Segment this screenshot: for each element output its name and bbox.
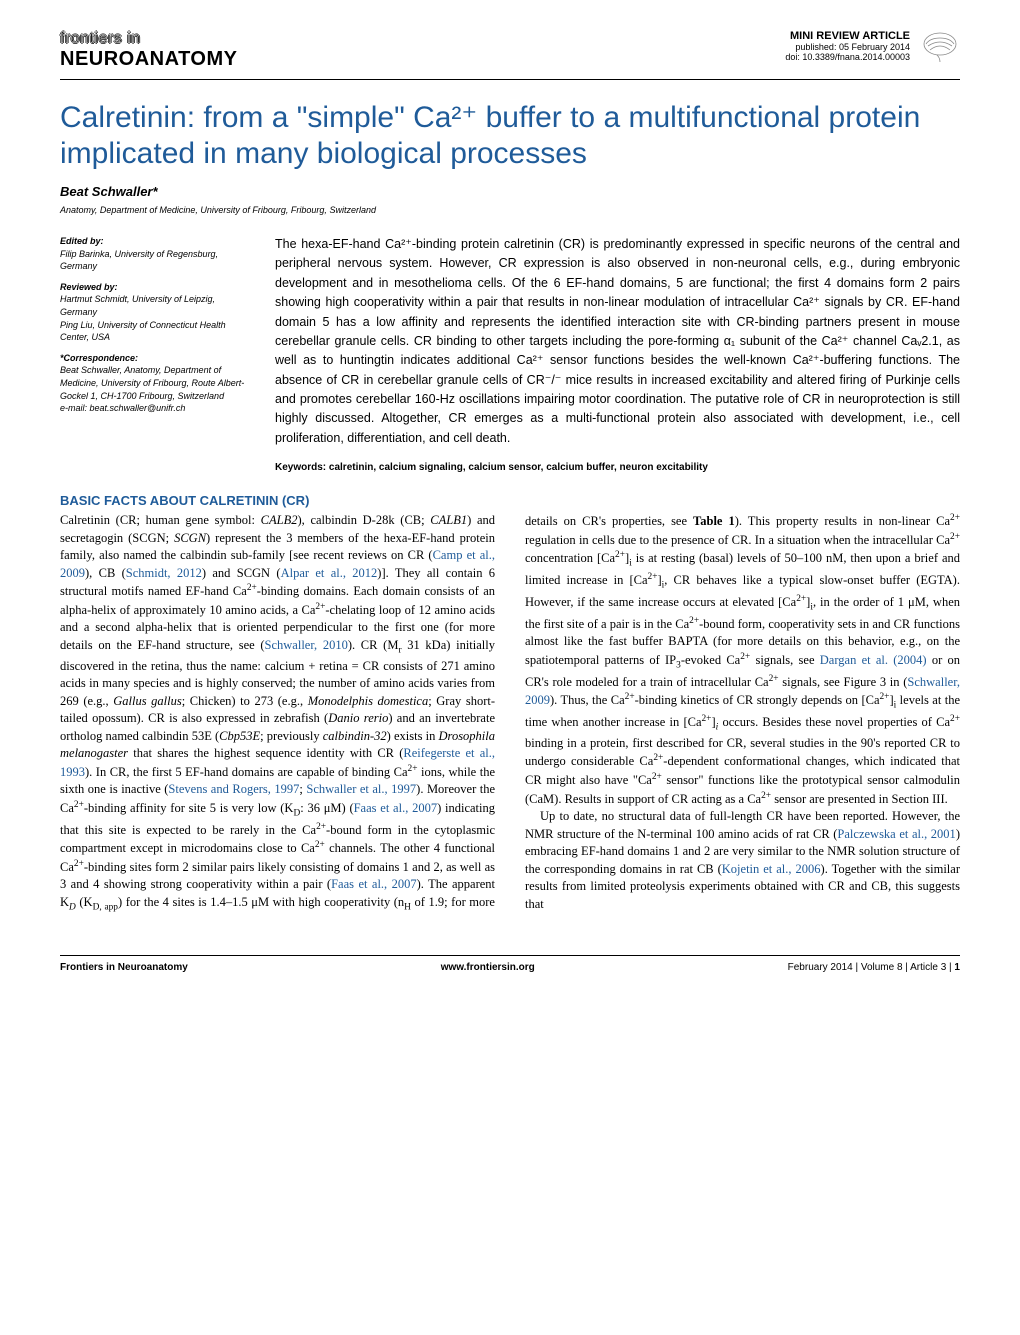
reviewed-by-2: Ping Liu, University of Connecticut Heal… <box>60 319 245 344</box>
article-meta: MINI REVIEW ARTICLE published: 05 Februa… <box>785 30 910 62</box>
journal-name-bottom: NEUROANATOMY <box>60 48 237 71</box>
page-header: frontiers in NEUROANATOMY MINI REVIEW AR… <box>60 30 960 80</box>
author-name: Beat Schwaller* <box>60 184 960 199</box>
keywords-text: Keywords: calretinin, calcium signaling,… <box>275 462 960 473</box>
footer-right: February 2014 | Volume 8 | Article 3 | 1 <box>788 962 960 973</box>
footer-center: www.frontiersin.org <box>441 962 535 973</box>
abstract-text: The hexa-EF-hand Ca²⁺-binding protein ca… <box>275 235 960 448</box>
page-footer: Frontiers in Neuroanatomy www.frontiersi… <box>60 955 960 973</box>
body-text: Calretinin (CR; human gene symbol: CALB2… <box>60 512 960 914</box>
header-right: MINI REVIEW ARTICLE published: 05 Februa… <box>785 30 960 69</box>
correspondence-heading: *Correspondence: <box>60 352 245 365</box>
reviewed-by-heading: Reviewed by: <box>60 281 245 294</box>
article-title: Calretinin: from a "simple" Ca²⁺ buffer … <box>60 100 960 172</box>
article-type: MINI REVIEW ARTICLE <box>785 30 910 42</box>
edited-by-heading: Edited by: <box>60 235 245 248</box>
author-affiliation: Anatomy, Department of Medicine, Univers… <box>60 205 960 215</box>
edited-by-text: Filip Barinka, University of Regensburg,… <box>60 248 245 273</box>
journal-name-top: frontiers in <box>60 30 237 48</box>
journal-logo: frontiers in NEUROANATOMY <box>60 30 237 71</box>
article-published-date: published: 05 February 2014 <box>785 42 910 52</box>
brain-icon <box>920 30 960 69</box>
article-doi: doi: 10.3389/fnana.2014.00003 <box>785 52 910 62</box>
reviewed-by-1: Hartmut Schmidt, University of Leipzig, … <box>60 293 245 318</box>
correspondence-email: e-mail: beat.schwaller@unifr.ch <box>60 402 245 415</box>
editorial-sidebar: Edited by: Filip Barinka, University of … <box>60 235 245 473</box>
abstract-block: The hexa-EF-hand Ca²⁺-binding protein ca… <box>275 235 960 473</box>
abstract-grid: Edited by: Filip Barinka, University of … <box>60 235 960 473</box>
footer-left: Frontiers in Neuroanatomy <box>60 962 188 973</box>
correspondence-text: Beat Schwaller, Anatomy, Department of M… <box>60 364 245 402</box>
body-paragraph: Up to date, no structural data of full-l… <box>525 808 960 913</box>
section-heading: BASIC FACTS ABOUT CALRETININ (CR) <box>60 493 960 508</box>
